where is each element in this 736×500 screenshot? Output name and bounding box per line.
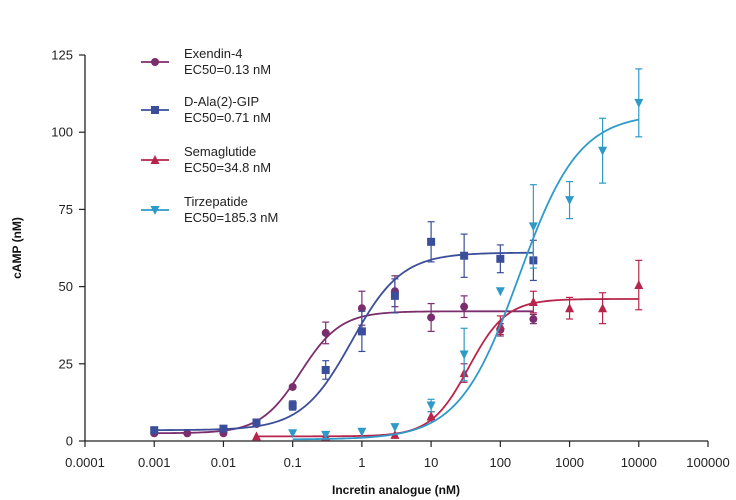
x-tick-label: 1000 — [555, 455, 584, 470]
legend-ec50: EC50=34.8 nM — [184, 160, 271, 175]
legend-marker — [151, 106, 159, 114]
x-tick-label: 10 — [424, 455, 438, 470]
data-point — [529, 315, 538, 324]
legend-ec50: EC50=0.71 nM — [184, 110, 271, 125]
data-point — [634, 280, 644, 290]
data-point — [219, 424, 228, 433]
plot-area — [150, 68, 644, 441]
data-point — [357, 327, 366, 336]
y-tick-label: 100 — [51, 125, 73, 140]
data-point — [565, 196, 575, 206]
data-point — [459, 350, 469, 360]
x-tick-label: 0.001 — [138, 455, 171, 470]
x-tick-label: 10000 — [621, 455, 657, 470]
legend-label: D-Ala(2)-GIP — [184, 94, 259, 109]
data-point — [427, 237, 436, 246]
data-point — [528, 222, 538, 232]
data-point — [321, 328, 330, 337]
data-point — [495, 287, 505, 297]
data-point — [321, 365, 330, 374]
y-ticks: 0 25 50 75 100 125 — [51, 48, 85, 449]
data-point — [357, 427, 367, 437]
legend-ec50: EC50=0.13 nM — [184, 62, 271, 77]
data-point — [528, 297, 538, 307]
fit-curve — [256, 298, 639, 438]
x-tick-label: 100000 — [686, 455, 729, 470]
data-point — [183, 429, 192, 438]
data-point — [460, 302, 469, 311]
data-point — [321, 430, 331, 440]
data-point — [427, 313, 436, 322]
y-tick-label: 25 — [59, 356, 73, 371]
data-point — [634, 98, 644, 108]
x-axis-title: Incretin analogue (nM) — [332, 483, 460, 497]
legend-ec50: EC50=185.3 nM — [184, 210, 278, 225]
data-point — [598, 303, 608, 313]
data-point — [251, 431, 261, 441]
legend-label: Exendin-4 — [184, 46, 243, 61]
x-tick-label: 0.0001 — [65, 455, 105, 470]
data-point — [565, 303, 575, 313]
data-point — [288, 429, 298, 439]
axes: 0 25 50 75 100 125 0.0001 0.001 0.01 0.1 1 10 100 10… — [10, 48, 730, 498]
series-semaglutide — [251, 259, 644, 441]
x-tick-label: 0.01 — [211, 455, 236, 470]
series-tirzepatide — [288, 68, 644, 441]
data-point — [390, 291, 399, 300]
x-tick-label: 0.1 — [284, 455, 302, 470]
fit-curve — [154, 310, 534, 435]
data-point — [426, 411, 436, 421]
legend-marker — [150, 155, 160, 164]
series-d-ala-2-gip — [150, 221, 538, 435]
legend-label: Tirzepatide — [184, 194, 248, 209]
legend-marker — [151, 58, 159, 66]
data-point — [460, 251, 469, 260]
data-point — [390, 423, 400, 433]
data-point — [150, 426, 159, 435]
data-point — [598, 146, 608, 156]
data-point — [288, 382, 297, 391]
y-tick-label: 125 — [51, 48, 73, 63]
y-tick-label: 0 — [66, 434, 73, 449]
fit-curve — [292, 118, 639, 441]
legend-marker — [150, 206, 160, 215]
y-tick-label: 75 — [59, 202, 73, 217]
data-point — [357, 304, 366, 313]
x-tick-label: 1 — [358, 455, 365, 470]
y-axis-title: cAMP (nM) — [10, 217, 24, 279]
fit-curve — [154, 251, 534, 432]
legend-label: Semaglutide — [184, 144, 256, 159]
y-tick-label: 50 — [59, 279, 73, 294]
x-ticks: 0.0001 0.001 0.01 0.1 1 10 100 1000 10000 100000 — [65, 441, 730, 470]
data-point — [426, 401, 436, 411]
data-point — [288, 401, 297, 410]
data-point — [252, 418, 261, 427]
data-point — [496, 254, 505, 263]
x-tick-label: 100 — [489, 455, 511, 470]
